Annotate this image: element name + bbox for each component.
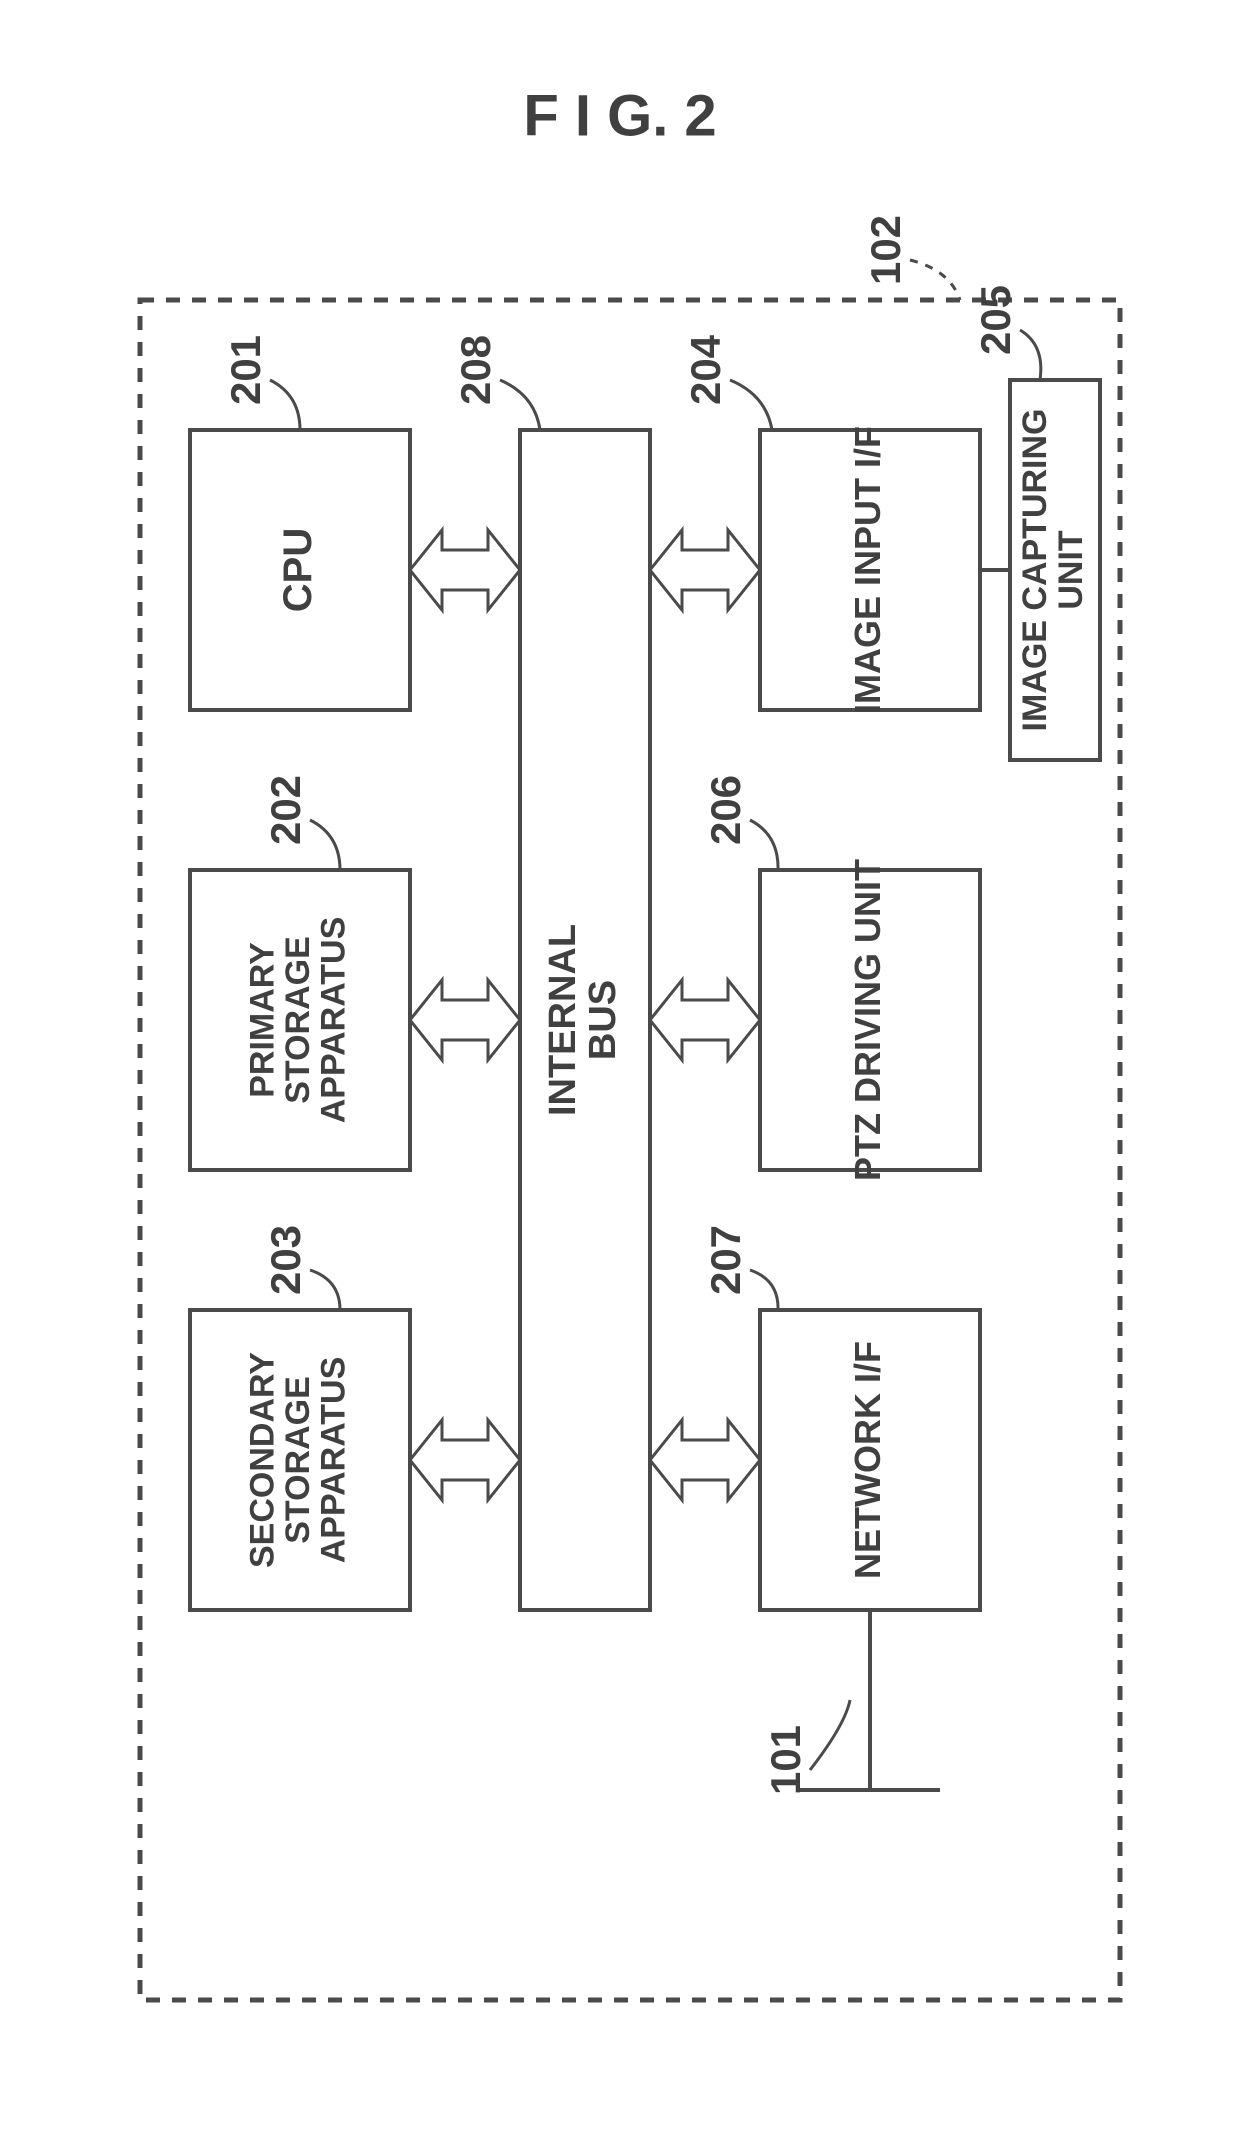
- block-cpu-label: CPU: [276, 528, 320, 612]
- bus-arrow: [650, 530, 760, 610]
- ref-207: 207: [702, 1225, 749, 1295]
- leader-204: [730, 380, 772, 430]
- block-cpu-label-group: CPU: [276, 528, 320, 612]
- ref-205: 205: [972, 285, 1019, 355]
- leader-101: [810, 1700, 850, 1770]
- bus-arrow: [410, 1420, 520, 1500]
- bus-arrow: [410, 530, 520, 610]
- bus-arrow: [650, 1420, 760, 1500]
- leader-102: [910, 260, 960, 300]
- ref-208: 208: [452, 335, 499, 405]
- block-network-label-group: NETWORK I/F: [847, 1341, 888, 1579]
- leader-203: [310, 1270, 340, 1310]
- leader-202: [310, 820, 340, 870]
- ref-101: 101: [762, 1725, 809, 1795]
- block-secondary-label-group: SECONDARYSTORAGEAPPARATUS: [243, 1352, 352, 1568]
- bus-arrow: [410, 980, 520, 1060]
- block-secondary-label: SECONDARYSTORAGEAPPARATUS: [243, 1352, 352, 1568]
- ref-201: 201: [222, 335, 269, 405]
- block-primary-label: PRIMARYSTORAGEAPPARATUS: [243, 917, 352, 1124]
- ref-206: 206: [702, 775, 749, 845]
- block-network-label: NETWORK I/F: [847, 1341, 888, 1579]
- block-ptz-label-group: PTZ DRIVING UNIT: [847, 859, 888, 1181]
- ref-102: 102: [862, 215, 909, 285]
- bus-arrow: [650, 980, 760, 1060]
- block-image_if-label-group: IMAGE INPUT I/F: [847, 426, 888, 714]
- leader-208: [500, 380, 540, 430]
- ref-204: 204: [682, 334, 729, 405]
- leader-205: [1020, 330, 1041, 380]
- leader-201: [270, 380, 300, 430]
- ref-202: 202: [262, 775, 309, 845]
- figure-title: F I G. 2: [523, 83, 716, 148]
- block-ptz-label: PTZ DRIVING UNIT: [847, 859, 888, 1181]
- leader-207: [750, 1270, 778, 1310]
- ref-203: 203: [262, 1225, 309, 1295]
- block-image_if-label: IMAGE INPUT I/F: [847, 426, 888, 714]
- leader-206: [750, 820, 778, 870]
- block-primary-label-group: PRIMARYSTORAGEAPPARATUS: [243, 917, 352, 1124]
